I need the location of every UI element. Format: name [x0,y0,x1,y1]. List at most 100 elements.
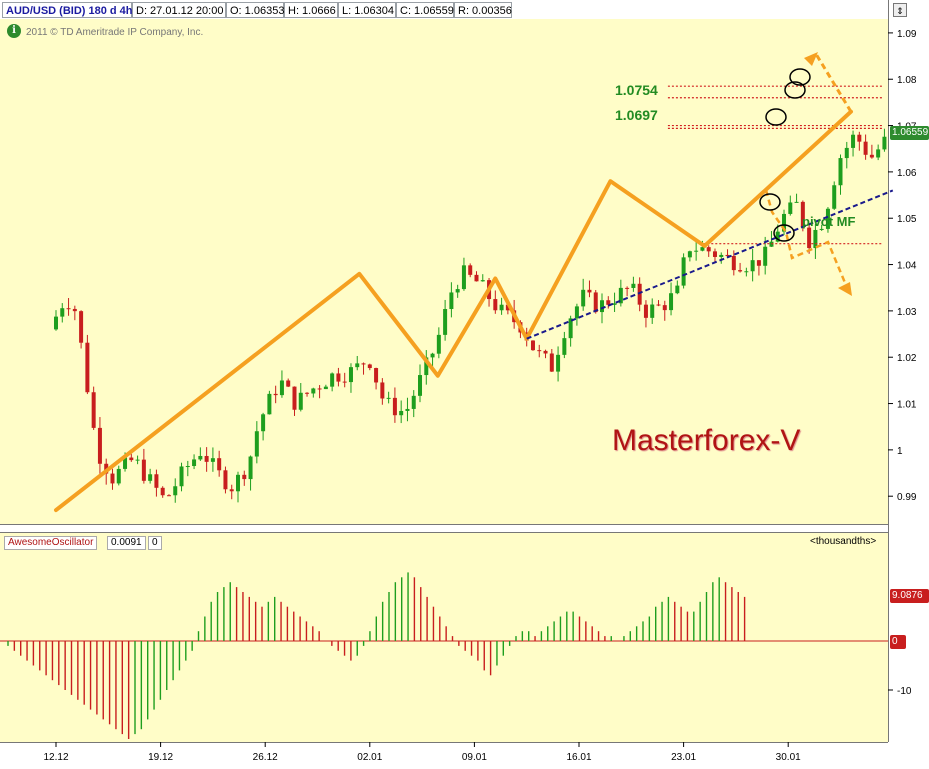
highlight-circle-icon [773,224,795,242]
time-axis [0,742,888,769]
candle-body [311,388,316,394]
candle-body [493,299,498,311]
price-tick-label: 1.06 [897,168,917,179]
candle-body [405,408,410,411]
candle-body [254,431,259,457]
candle-body [54,316,58,330]
candle-body [832,185,837,209]
support-trend-line [526,189,894,340]
candle-body [468,265,473,275]
candle-body [418,375,423,396]
candle-body [587,289,592,293]
candle-body [449,292,454,310]
candle-body [687,251,692,258]
candle-body [631,283,636,288]
candle-body [210,458,215,462]
candle-body [807,227,812,249]
time-tick-label: 30.01 [776,752,801,763]
candle-body [825,208,830,229]
time-tick-label: 19.12 [148,752,173,763]
candle-body [499,304,504,311]
candle-body [543,350,548,354]
candle-body [273,393,278,396]
candle-body [612,303,617,305]
candle-body [267,393,272,415]
candle-body [782,213,787,232]
scroll-arrows-icon[interactable]: ⇕ [893,3,907,17]
candle-body [386,397,391,399]
price-tick-label: 1.09 [897,29,917,40]
candle-body [725,254,730,257]
candle-body [374,368,379,383]
candle-body [411,395,416,409]
candle-body [712,251,717,257]
candle-body [348,367,353,383]
candle-body [204,455,209,462]
highlight-circle-icon [784,81,806,99]
candle-body [399,410,404,416]
candle-body [800,201,805,228]
candle-body [430,353,435,358]
oscillator-name[interactable]: AwesomeOscillator [4,536,98,550]
candle-body [323,386,328,390]
projection-up-line [814,53,853,113]
candle-body [166,495,171,497]
candle-body [72,308,77,312]
candle-body [292,386,297,410]
candle-body [455,289,460,293]
highlight-circle-icon [765,108,787,126]
arrow-up-icon [804,52,818,66]
price-tick-label: 1.03 [897,307,917,318]
candle-body [600,300,605,313]
price-tick-label: 1.08 [897,75,917,86]
candle-body [813,229,818,249]
time-tick-label: 26.12 [253,752,278,763]
candle-body [79,311,84,343]
candle-body [844,147,849,159]
open-cell: O: 1.06353 [226,2,284,18]
symbol-cell[interactable]: AUD/USD (BID) 180 d 4h [2,2,133,18]
candle-body [656,304,661,306]
candle-body [537,350,542,352]
oscillator-value: 0.0091 [107,536,146,550]
oscillator-zero-cell: 0 [148,536,162,550]
candle-body [706,247,711,252]
candle-body [305,392,310,394]
candle-body [424,357,429,376]
candle-body [330,373,335,387]
osc-tick-label: -10 [897,686,912,697]
info-icon[interactable]: i [7,24,21,38]
candle-body [173,486,178,496]
candle-body [738,270,743,272]
candle-body [261,414,266,432]
candle-body [148,474,153,481]
candle-body [756,260,761,266]
candle-body [367,364,372,369]
candle-body [361,363,366,365]
candle-body [681,257,686,286]
candle-body [731,256,736,271]
candle-body [110,473,115,484]
candle-body [236,474,241,492]
candle-body [179,466,184,487]
level-label-lower: 1.0697 [615,107,658,123]
low-cell: L: 1.06304 [338,2,396,18]
candle-body [869,154,874,158]
candle-body [185,466,190,468]
candle-body [242,474,247,480]
candle-body [775,231,780,242]
candle-body [549,353,554,372]
candle-body [160,487,165,496]
candle-body [562,338,567,355]
pivot-label: pivot MF [802,214,856,229]
candle-body [851,134,856,148]
candle-body [217,458,222,471]
candle-body [91,392,96,428]
time-tick-label: 16.01 [566,752,591,763]
highlight-circle-icon [789,68,811,86]
candle-body [66,308,71,310]
candle-body [154,474,159,488]
candle-body [286,380,291,387]
candle-body [141,459,146,481]
